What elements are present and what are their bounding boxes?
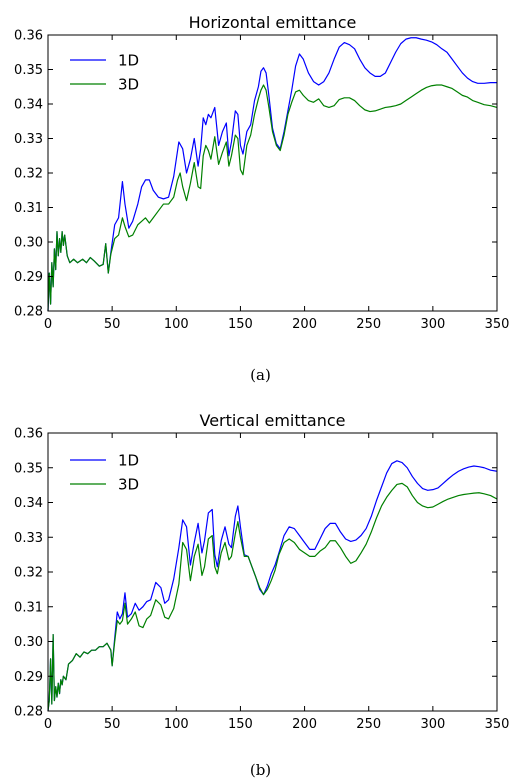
y-tick-label: 0.34 [14,98,43,113]
x-tick-label: 250 [356,317,381,332]
y-tick-label: 0.33 [14,132,43,147]
y-tick-label: 0.36 [14,29,43,44]
y-tick-label: 0.28 [14,705,43,720]
y-tick-label: 0.32 [14,167,43,182]
x-tick-label: 300 [420,717,445,732]
y-tick-label: 0.31 [14,600,43,615]
x-tick-label: 100 [164,317,189,332]
x-tick-label: 300 [420,317,445,332]
y-tick-label: 0.34 [14,496,43,511]
y-tick-label: 0.33 [14,531,43,546]
series-line-3d [47,84,498,312]
x-tick-label: 100 [164,717,189,732]
x-tick-label: 200 [292,317,317,332]
y-tick-label: 0.28 [14,305,43,320]
chart-panel-2: Vertical emittance 0 50 100 150 200 250 300 350 0… [14,411,509,732]
series-line-1d [47,460,498,712]
x-tick-label: 150 [228,317,253,332]
plot-frame [47,34,498,312]
series-line-1d [47,37,497,312]
chart-title: Vertical emittance [200,411,346,430]
legend-label-1d: 1D [118,452,139,470]
y-tick-label: 0.35 [14,461,43,476]
x-tick-label: 0 [44,717,52,732]
y-tick-label: 0.35 [14,63,43,78]
y-tick-label: 0.30 [14,635,43,650]
x-tick-label: 250 [356,717,381,732]
chart-panel-1: Horizontal emittance 0 50 100 150 200 250 300 35… [14,13,509,332]
legend-label-3d: 3D [118,476,139,494]
y-tick-label: 0.29 [14,670,43,685]
x-tick-label: 350 [485,317,510,332]
x-tick-label: 350 [485,717,510,732]
figure-caption: (a) [250,366,271,384]
legend-label-1d: 1D [118,52,139,70]
y-tick-label: 0.31 [14,201,43,216]
y-tick-label: 0.36 [14,427,43,442]
figure-caption: (b) [250,761,271,779]
x-tick-label: 200 [292,717,317,732]
x-tick-label: 0 [44,317,52,332]
y-tick-label: 0.32 [14,566,43,581]
x-tick-label: 150 [228,717,253,732]
series-line-3d [47,482,498,712]
legend-label-3d: 3D [118,76,139,94]
y-tick-label: 0.29 [14,270,43,285]
y-tick-label: 0.30 [14,236,43,251]
x-tick-label: 50 [104,317,121,332]
x-tick-label: 50 [104,717,121,732]
chart-title: Horizontal emittance [189,13,357,32]
